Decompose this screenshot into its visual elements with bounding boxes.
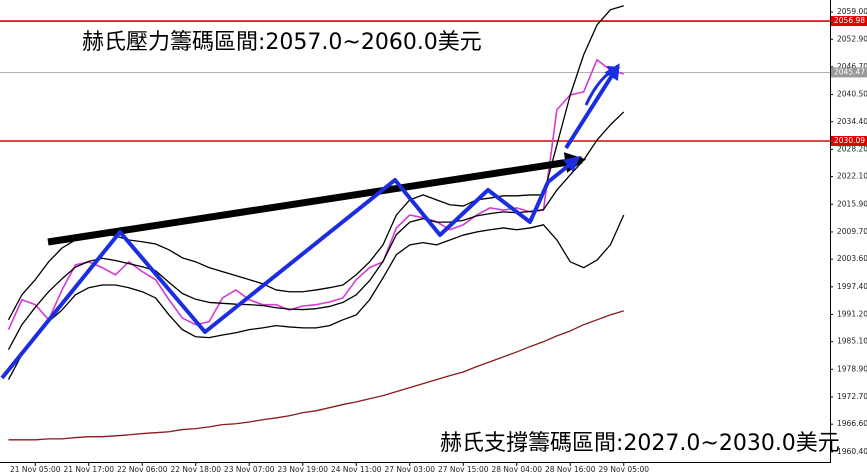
level-tag [831, 135, 867, 146]
y-tick-label: 2022.10 [837, 172, 867, 181]
level-label: 2045.47 [834, 67, 865, 76]
level-label: 2030.09 [834, 136, 865, 145]
x-tick-label: 27 Nov 03:00 [384, 465, 435, 474]
series-line [7, 58, 624, 330]
y-tick-label: 2009.70 [837, 227, 867, 236]
y-tick-label: 1960.40 [837, 447, 867, 456]
resistance-note: 赫氏壓力籌碼區間:2057.0~2060.0美元 [82, 30, 482, 55]
series-line [7, 111, 625, 351]
x-tick-label: 21 Nov 17:00 [63, 465, 114, 474]
x-tick-label: 23 Nov 07:00 [224, 465, 275, 474]
level-tag [831, 67, 867, 78]
wave-arrow [0, 156, 581, 380]
y-tick-label: 2015.90 [837, 199, 867, 208]
x-tick-label: 27 Nov 15:00 [438, 465, 489, 474]
level-label: 2056.98 [834, 16, 865, 25]
support-note: 赫氏支撐籌碼區間:2027.0~2030.0美元 [440, 431, 840, 456]
y-tick-label: 2059.00 [837, 7, 867, 16]
x-tick-label: 22 Nov 06:00 [117, 465, 168, 474]
x-tick-label: 28 Nov 04:00 [491, 465, 542, 474]
y-tick-label: 1997.40 [837, 282, 867, 291]
y-tick-label: 2052.90 [837, 34, 867, 43]
y-tick-label: 2046.70 [837, 62, 867, 71]
x-tick-label: 22 Nov 18:00 [170, 465, 221, 474]
y-tick-label: 2034.40 [837, 117, 867, 126]
y-tick-label: 2028.20 [837, 144, 867, 153]
series-line [7, 214, 625, 380]
up-arrow [564, 63, 620, 150]
trend-arrow [47, 152, 587, 246]
y-tick-label: 1985.10 [837, 337, 867, 346]
y-tick-label: 1972.70 [837, 392, 867, 401]
series-line [8, 310, 624, 441]
x-tick-label: 21 Nov 05:00 [10, 465, 61, 474]
x-tick-label: 29 Nov 05:00 [598, 465, 649, 474]
level-tag [831, 16, 867, 27]
x-tick-label: 23 Nov 19:00 [277, 465, 328, 474]
x-tick-label: 28 Nov 16:00 [545, 465, 596, 474]
y-tick-label: 1978.90 [837, 364, 867, 373]
y-tick-label: 2040.50 [837, 90, 867, 99]
y-tick-label: 1966.60 [837, 419, 867, 428]
annotation-arrows [0, 63, 621, 380]
x-tick-label: 24 Nov 11:00 [331, 465, 382, 474]
y-tick-label: 1991.20 [837, 309, 867, 318]
up-arrow [584, 65, 621, 106]
y-tick-label: 2003.60 [837, 254, 867, 263]
